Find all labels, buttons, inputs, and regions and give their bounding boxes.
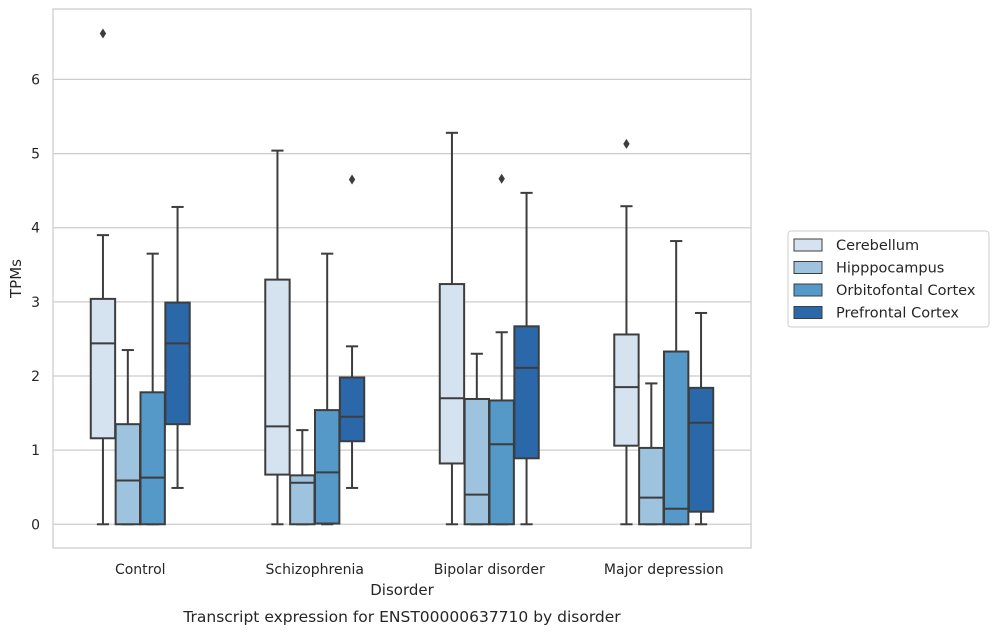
box-body [687, 386, 715, 513]
outlier-point [99, 28, 107, 39]
y-axis-ticks: 0 1 2 3 4 5 6 [31, 72, 40, 533]
box-body [139, 391, 166, 526]
box-body [264, 278, 291, 476]
box-body [438, 283, 466, 465]
box-body [662, 350, 690, 526]
legend-swatch [793, 238, 823, 252]
box-body [613, 333, 640, 447]
box-body [338, 376, 366, 443]
box-body [513, 325, 540, 460]
legend-label: Prefrontal Cortex [836, 306, 959, 322]
y-tick-label: 6 [31, 72, 40, 88]
box-body [313, 409, 341, 525]
plot-area-background [53, 9, 751, 548]
outlier-point [498, 173, 505, 184]
box-2-2 [488, 173, 515, 526]
legend-label: Hipppocampus [836, 261, 944, 277]
box-1-2 [463, 352, 491, 526]
box-0-2 [438, 131, 466, 526]
box-body [164, 301, 191, 426]
box-body [488, 399, 515, 526]
box-3-2 [513, 191, 540, 526]
y-tick-label: 5 [31, 147, 40, 163]
outlier-point [623, 138, 630, 149]
plot-area-border [52, 8, 752, 549]
box-1-0 [114, 349, 142, 526]
x-tick-label: Major depression [604, 562, 724, 578]
box-3-1 [338, 174, 366, 489]
box-3-0 [164, 205, 191, 489]
legend-swatch [793, 283, 823, 297]
box-3-3 [687, 311, 715, 526]
legend: Cerebellum Hipppocampus Orbitofontal Corte… [787, 230, 990, 328]
legend-swatch [793, 261, 823, 274]
y-tick-label: 0 [31, 517, 40, 533]
box-1-3 [638, 382, 665, 526]
legend-label: Cerebellum [836, 238, 919, 254]
x-tick-label: Control [115, 562, 166, 578]
box-series [89, 28, 715, 526]
x-tick-label: Bipolar disorder [434, 562, 545, 578]
legend-label: Orbitofontal Cortex [836, 283, 976, 299]
x-axis-title: Disorder [370, 581, 434, 599]
box-body [89, 297, 117, 440]
chart-caption: Transcript expression for ENST0000063771… [182, 608, 621, 626]
outlier-point [348, 174, 356, 185]
legend-swatch [793, 306, 823, 319]
x-tick-label: Schizophrenia [266, 562, 364, 578]
box-0-3 [613, 138, 640, 526]
y-tick-label: 1 [31, 443, 40, 459]
box-body [114, 423, 142, 526]
box-2-1 [313, 252, 341, 526]
x-axis-ticks: Control Schizophrenia Bipolar disorder Majo… [115, 562, 724, 578]
box-2-0 [139, 252, 166, 526]
box-0-1 [264, 149, 291, 526]
box-body [463, 397, 491, 526]
box-body [638, 446, 665, 526]
y-tick-label: 3 [31, 295, 40, 311]
box-0-0 [89, 28, 117, 526]
y-tick-label: 2 [31, 369, 40, 385]
y-tick-label: 4 [31, 221, 40, 237]
y-axis-title: TPMs [7, 259, 25, 299]
legend-frame [787, 230, 990, 328]
